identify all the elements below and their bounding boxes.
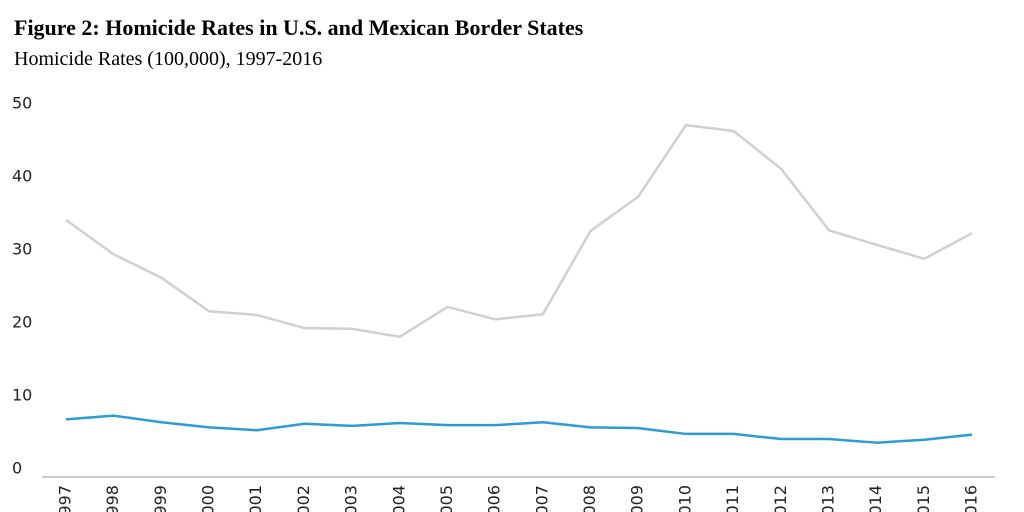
line-series <box>65 414 973 444</box>
y-tick-label: 50 <box>12 94 32 113</box>
y-tick-label: 0 <box>12 459 22 478</box>
x-tick-label: 1997 <box>56 485 75 512</box>
x-tick-label: 2008 <box>580 485 599 512</box>
x-tick-label: 1998 <box>103 485 122 512</box>
x-tick-label: 2015 <box>914 485 933 512</box>
chart-subtitle: Homicide Rates (100,000), 1997-2016 <box>14 48 322 70</box>
x-tick-label: 2004 <box>389 485 408 512</box>
x-tick-label: 2002 <box>294 485 313 512</box>
x-tick-label: 2012 <box>771 485 790 512</box>
y-tick-label: 30 <box>12 240 32 259</box>
x-tick-label: 2005 <box>437 485 456 512</box>
x-tick-label: 2003 <box>342 485 361 512</box>
x-tick-label: 2013 <box>818 485 837 512</box>
y-tick-label: 20 <box>12 313 32 332</box>
chart-title: Figure 2: Homicide Rates in U.S. and Mex… <box>14 15 584 40</box>
x-tick-label: 2000 <box>199 485 218 512</box>
y-tick-label: 40 <box>12 167 32 186</box>
x-tick-label: 1999 <box>151 485 170 512</box>
x-tick-label: 2009 <box>628 485 647 512</box>
y-tick-label: 10 <box>12 386 32 405</box>
x-tick-label: 2014 <box>866 485 885 512</box>
x-tick-label: 2011 <box>723 485 742 512</box>
x-tick-label: 2016 <box>962 485 981 512</box>
x-tick-label: 2007 <box>532 485 551 512</box>
line-series <box>65 123 973 339</box>
x-tick-label: 2010 <box>675 485 694 512</box>
x-tick-label: 2001 <box>246 485 265 512</box>
x-tick-label: 2006 <box>485 485 504 512</box>
